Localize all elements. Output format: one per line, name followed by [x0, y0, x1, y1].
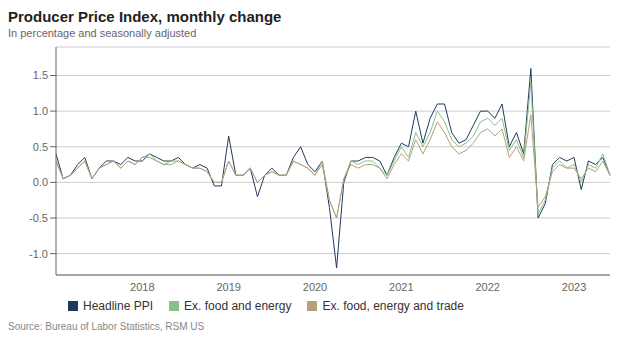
- html-text:Headline PPI: Headline PPI: [83, 299, 153, 313]
- html-text:Producer Price Index, monthly: Producer Price Index, monthly change: [8, 8, 282, 25]
- svg-text:1.5: 1.5: [33, 69, 48, 81]
- svg-text:-0.5: -0.5: [29, 212, 48, 224]
- html-text:Source: Bureau of Labor Statis: Source: Bureau of Labor Statistics, RSM …: [8, 321, 205, 332]
- svg-text:2018: 2018: [130, 281, 154, 293]
- html-text:In percentage and seasonally a: In percentage and seasonally adjusted: [8, 27, 197, 39]
- svg-text:2022: 2022: [475, 281, 499, 293]
- svg-text:0.5: 0.5: [33, 141, 48, 153]
- svg-text:1.0: 1.0: [33, 105, 48, 117]
- html-text:Ex. food, energy and trade: Ex. food, energy and trade: [322, 299, 464, 313]
- svg-text:0.0: 0.0: [33, 176, 48, 188]
- svg-text:2020: 2020: [303, 281, 327, 293]
- svg-text:2019: 2019: [216, 281, 240, 293]
- svg-text:2023: 2023: [562, 281, 586, 293]
- svg-text:2021: 2021: [389, 281, 413, 293]
- html-text:Ex. food and energy: Ex. food and energy: [184, 299, 292, 313]
- svg-text:-1.0: -1.0: [29, 248, 48, 260]
